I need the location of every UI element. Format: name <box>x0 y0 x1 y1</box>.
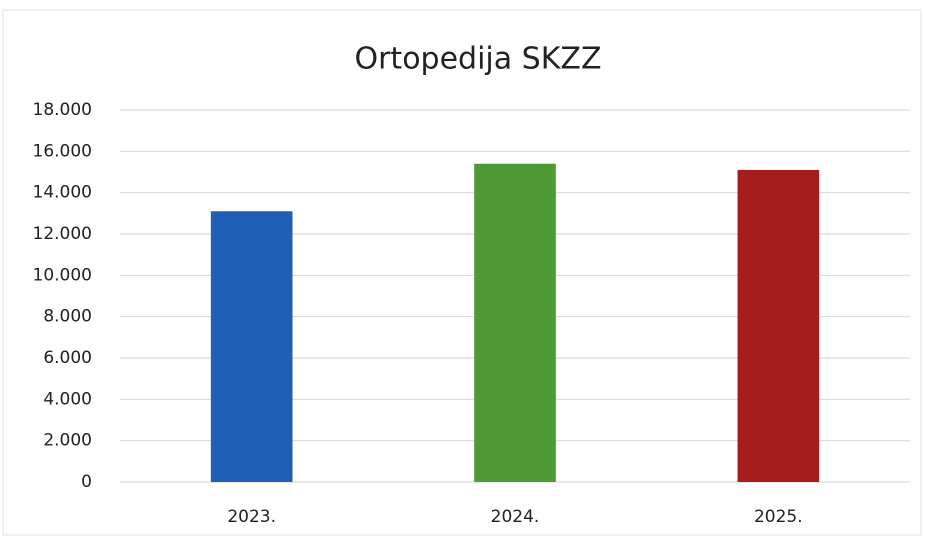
y-tick-label: 16.000 <box>33 141 92 161</box>
y-tick-label: 4.000 <box>43 389 92 409</box>
bar <box>474 163 556 482</box>
bar <box>210 211 293 482</box>
chart-title: Ortopedija SKZZ <box>354 42 601 77</box>
y-tick-label: 0 <box>81 472 92 492</box>
y-tick-label: 2.000 <box>43 431 92 451</box>
y-tick-label: 8.000 <box>43 307 92 327</box>
y-tick-label: 10.000 <box>33 265 92 285</box>
y-tick-label: 6.000 <box>43 348 92 368</box>
bar <box>737 169 820 482</box>
x-tick-label: 2024. <box>491 507 540 527</box>
x-tick-label: 2023. <box>227 507 276 527</box>
x-tick-label: 2025. <box>754 507 803 527</box>
y-tick-label: 18.000 <box>33 100 92 120</box>
y-tick-label: 14.000 <box>33 183 92 203</box>
y-tick-label: 12.000 <box>33 224 92 244</box>
